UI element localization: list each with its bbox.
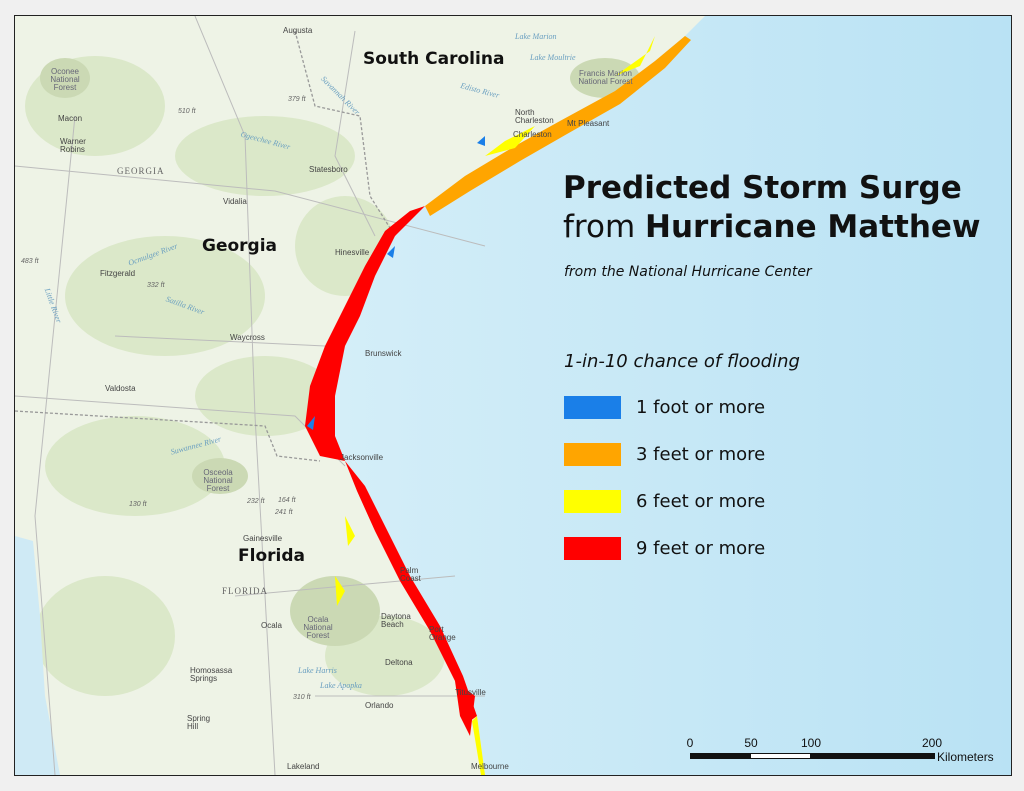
legend-label: 1 foot or more: [636, 397, 766, 418]
city-label: Hinesville: [335, 248, 370, 257]
city-label: Port Orange: [429, 625, 456, 642]
elevation-label: 241 ft: [275, 509, 293, 516]
elevation-label: 130 ft: [129, 501, 147, 508]
legend-label: 9 feet or more: [636, 538, 766, 559]
scale-bar-segment: [751, 754, 810, 758]
elevation-label: 379 ft: [288, 96, 306, 103]
state-label-south-carolina: South Carolina: [363, 49, 505, 69]
city-label: Warner Robins: [60, 137, 86, 154]
state-label-florida: Florida: [238, 546, 305, 566]
legend-title: 1-in-10 chance of flooding: [564, 351, 800, 372]
elevation-label: 232 ft: [247, 498, 265, 505]
legend-swatch-yellow: [564, 490, 621, 513]
scale-tick: 50: [744, 736, 758, 750]
title-hurricane-name: Hurricane Matthew: [645, 209, 981, 245]
legend-label: 3 feet or more: [636, 444, 766, 465]
city-label: Ocala: [261, 621, 282, 630]
scale-units: Kilometers: [937, 750, 994, 764]
map-frame: South Carolina Georgia Florida GEORGIA F…: [14, 15, 1012, 776]
city-label: Homosassa Springs: [190, 666, 233, 683]
title-line-2: from Hurricane Matthew: [563, 207, 981, 247]
city-label: Daytona Beach: [381, 612, 411, 629]
title-prefix: from: [563, 209, 636, 245]
elevation-label: 164 ft: [278, 497, 296, 504]
state-border-ga-fl: [15, 410, 321, 462]
legend-item-3ft: 3 feet or more: [564, 431, 800, 478]
surge-red-fl: [345, 461, 477, 721]
surge-red-ga: [305, 206, 425, 461]
legend-item-9ft: 9 feet or more: [564, 525, 800, 572]
state-label-georgia: Georgia: [202, 236, 278, 256]
map-title: Predicted Storm Surge from Hurricane Mat…: [563, 169, 981, 247]
city-label: Gainesville: [243, 534, 283, 543]
state-border-sc-ga: [294, 30, 396, 237]
water-label: Lake Harris: [298, 666, 337, 675]
city-label: Valdosta: [105, 384, 136, 393]
scale-tick: 200: [921, 736, 943, 750]
basemap[interactable]: [15, 16, 1011, 775]
water-label: Lake Marion: [515, 32, 557, 41]
surge-orange-sc: [425, 36, 691, 216]
legend-item-1ft: 1 foot or more: [564, 384, 800, 431]
city-label: Waycross: [230, 333, 265, 342]
city-label: Fitzgerald: [100, 269, 136, 278]
storm-surge-layer: [305, 36, 691, 775]
atlantic-ocean: [335, 16, 1011, 775]
gulf-of-mexico: [15, 536, 60, 775]
elevation-label: 332 ft: [147, 282, 165, 289]
forest-label: Osceola National Forest: [203, 468, 233, 493]
water-label: Lake Moultrie: [530, 53, 576, 62]
forest-label: Ocala National Forest: [303, 615, 333, 640]
scale-bar: 0 50 100 200 Kilometers: [685, 736, 1011, 775]
elevation-label: 310 ft: [293, 694, 311, 701]
legend-swatch-orange: [564, 443, 621, 466]
legend-swatch-blue: [564, 396, 621, 419]
city-label: Augusta: [283, 26, 313, 35]
elevation-label: 510 ft: [178, 108, 196, 115]
surge-red-titusville: [455, 681, 475, 736]
legend-swatch-red: [564, 537, 621, 560]
city-label: Spring Hill: [187, 714, 211, 731]
surge-yellow-sc: [485, 36, 655, 156]
city-label: Deltona: [385, 658, 413, 667]
city-label: Titusville: [455, 688, 486, 697]
title-line-1: Predicted Storm Surge: [563, 170, 962, 206]
city-label: Charleston: [513, 130, 552, 139]
map-subtitle: from the National Hurricane Center: [564, 264, 812, 280]
city-label: Statesboro: [309, 165, 348, 174]
city-label: Orlando: [365, 701, 394, 710]
scale-bar-graphic: [690, 753, 935, 759]
scale-tick: 0: [686, 736, 694, 750]
city-label: Melbourne: [471, 762, 509, 771]
forest-label: Oconee National Forest: [50, 67, 80, 92]
city-label: Brunswick: [365, 349, 402, 358]
state-caps-florida: FLORIDA: [222, 586, 269, 596]
legend-item-6ft: 6 feet or more: [564, 478, 800, 525]
legend: 1-in-10 chance of flooding 1 foot or mor…: [564, 351, 800, 572]
forest-label: Francis Marion National Forest: [578, 69, 633, 86]
city-label: North Charleston: [515, 108, 554, 125]
city-label: Lakeland: [287, 762, 320, 771]
scale-tick: 100: [800, 736, 822, 750]
surge-yellow-fl: [335, 516, 485, 775]
elevation-label: 483 ft: [21, 258, 39, 265]
vegetation-patches: [25, 56, 445, 696]
national-forests: [40, 58, 640, 646]
city-label: Macon: [58, 114, 83, 123]
city-label: Mt Pleasant: [567, 119, 610, 128]
legend-label: 6 feet or more: [636, 491, 766, 512]
water-label: Lake Apopka: [320, 681, 362, 690]
state-caps-georgia: GEORGIA: [117, 166, 165, 176]
city-label: Vidalia: [223, 197, 247, 206]
city-label: Jacksonville: [340, 453, 384, 462]
city-label: Palm Coast: [400, 566, 421, 583]
